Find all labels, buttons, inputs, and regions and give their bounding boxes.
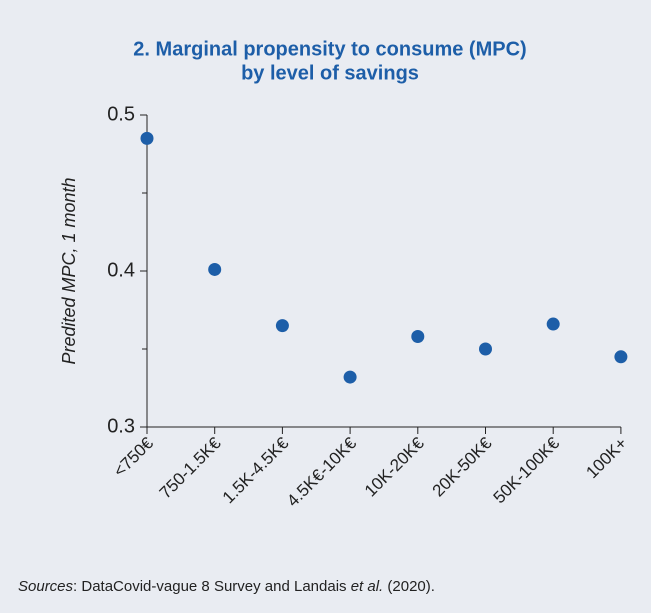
point xyxy=(140,131,154,145)
y-tick-label: 0.4 xyxy=(107,259,135,281)
y-tick-label: 0.5 xyxy=(107,103,135,125)
y-tick-label: 0.3 xyxy=(107,415,135,437)
point xyxy=(614,350,628,364)
y-axis-label: Predited MPC, 1 month xyxy=(59,177,79,364)
x-tick-label: 20K-50K€ xyxy=(429,433,496,500)
x-tick-label: <750€ xyxy=(110,433,158,481)
source-part: et al. xyxy=(350,578,384,595)
chart-title: by level of savings xyxy=(241,62,419,84)
x-tick-label: 100K+ xyxy=(582,434,631,483)
point xyxy=(479,342,492,356)
source-part: (2020). xyxy=(383,578,435,595)
source-part: : DataCovid-vague 8 Survey and Landais xyxy=(73,578,351,595)
x-tick-label: 750-1.5K€ xyxy=(156,433,225,502)
x-tick-label: 4.5K€-10K€ xyxy=(283,433,360,510)
chart-title: 2. Marginal propensity to consume (MPC) xyxy=(133,38,526,60)
point xyxy=(411,330,425,344)
x-tick-label: 1.5K-4.5K€ xyxy=(219,433,293,507)
source: Sources: DataCovid-vague 8 Survey and La… xyxy=(18,578,435,595)
point xyxy=(546,317,560,331)
point xyxy=(208,262,222,276)
x-tick-label: 10K-20K€ xyxy=(361,433,428,500)
x-tick-label: 50K-100K€ xyxy=(490,433,564,507)
point xyxy=(275,319,289,333)
point xyxy=(343,370,357,384)
source-part: Sources xyxy=(18,578,74,595)
